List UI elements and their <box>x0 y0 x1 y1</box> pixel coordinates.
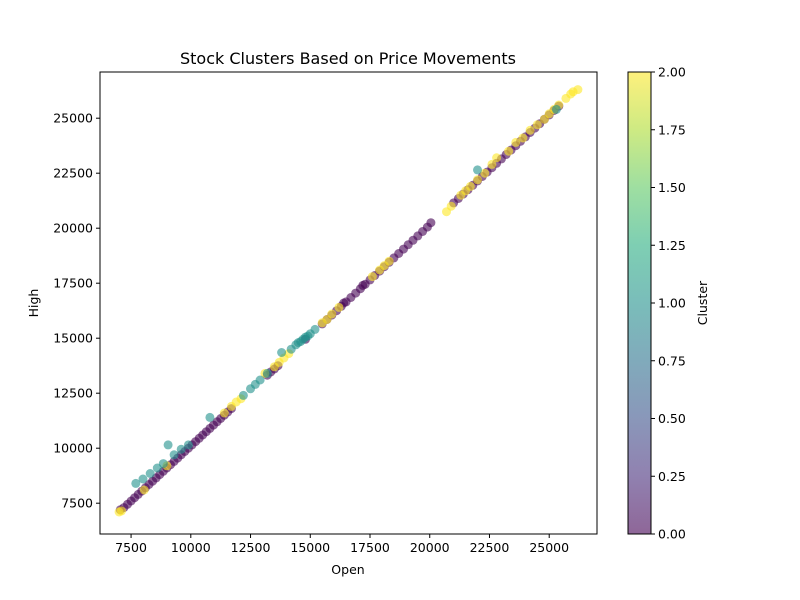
y-tick-label: 22500 <box>53 166 93 181</box>
scatter-point <box>255 375 265 385</box>
y-tick-label: 12500 <box>53 386 93 401</box>
scatter-point <box>277 348 287 357</box>
scatter-point <box>525 125 535 135</box>
colorbar-tick-label: 0.25 <box>658 469 686 484</box>
scatter-point <box>219 408 229 418</box>
scatter-point <box>183 440 193 450</box>
scatter-point <box>473 165 482 175</box>
scatter-point <box>139 485 149 495</box>
scatter-point <box>465 181 475 191</box>
scatter-point <box>145 469 155 478</box>
scatter-point <box>492 153 502 163</box>
colorbar-tick-label: 0.00 <box>658 527 686 542</box>
x-tick-label: 10000 <box>171 540 211 555</box>
scatter-point <box>163 440 173 450</box>
x-tick-label: 15000 <box>290 540 330 555</box>
y-axis: 7500 10000 12500 15000 17500 20000 22500 25000 <box>53 111 100 511</box>
scatter-point <box>262 368 272 378</box>
scatter-point <box>169 450 179 460</box>
y-tick-label: 7500 <box>61 496 93 511</box>
scatter-point <box>358 280 368 290</box>
colorbar-gradient <box>628 72 651 534</box>
scatter-point <box>205 412 215 422</box>
scatter-point <box>238 390 248 400</box>
scatter-point <box>310 324 320 334</box>
scatter-point <box>158 459 168 469</box>
scatter-point <box>426 218 436 228</box>
y-tick-label: 15000 <box>53 331 93 346</box>
scatter-point <box>504 146 514 156</box>
x-tick-label: 25000 <box>529 540 569 555</box>
scatter-point <box>327 309 337 319</box>
colorbar-tick-label: 0.50 <box>658 411 686 426</box>
y-tick-label: 20000 <box>53 221 93 236</box>
colorbar: 0.00 0.25 0.50 0.75 1.00 1.25 1.50 1.75 2.00 Clu… <box>627 65 710 542</box>
points-layer <box>114 85 583 517</box>
colorbar-ticks: 0.00 0.25 0.50 0.75 1.00 1.25 1.50 1.75 2.00 <box>651 65 686 542</box>
colorbar-label: Cluster <box>695 280 710 325</box>
scatter-point <box>334 302 344 312</box>
scatter-point <box>487 159 497 169</box>
scatter-point <box>473 175 482 185</box>
scatter-point <box>117 506 126 516</box>
scatter-point <box>518 133 528 143</box>
scatter-point <box>480 168 490 178</box>
y-tick-label: 10000 <box>53 441 93 456</box>
scatter-point <box>367 272 377 282</box>
colorbar-tick-label: 1.25 <box>658 238 686 253</box>
scatter-point <box>176 444 186 454</box>
scatter-point <box>446 201 456 211</box>
colorbar-tick-label: 1.75 <box>658 122 686 137</box>
scatter-point <box>551 104 561 114</box>
x-tick-label: 22500 <box>470 540 510 555</box>
scatter-point <box>573 85 583 95</box>
x-axis: 7500 10000 12500 15000 17500 20000 22500 25000 <box>115 534 569 555</box>
colorbar-tick-label: 1.00 <box>658 296 686 311</box>
x-tick-label: 17500 <box>350 540 390 555</box>
colorbar-tick-label: 0.75 <box>658 353 686 368</box>
scatter-point <box>384 256 394 266</box>
plot-frame <box>99 71 598 535</box>
chart-title: Stock Clusters Based on Price Movements <box>180 49 516 68</box>
x-tick-label: 20000 <box>410 540 450 555</box>
x-axis-label: Open <box>331 562 364 577</box>
colorbar-tick-label: 2.00 <box>658 65 686 80</box>
y-axis-label: High <box>26 289 41 318</box>
scatter-point <box>138 474 148 484</box>
scatter-point <box>511 137 521 147</box>
x-tick-label: 12500 <box>231 540 271 555</box>
x-tick-label: 7500 <box>115 540 147 555</box>
y-tick-label: 17500 <box>53 276 93 291</box>
colorbar-tick-label: 1.50 <box>658 180 686 195</box>
y-tick-label: 25000 <box>53 111 93 126</box>
scatter-point <box>532 120 542 130</box>
scatter-point <box>131 478 141 488</box>
